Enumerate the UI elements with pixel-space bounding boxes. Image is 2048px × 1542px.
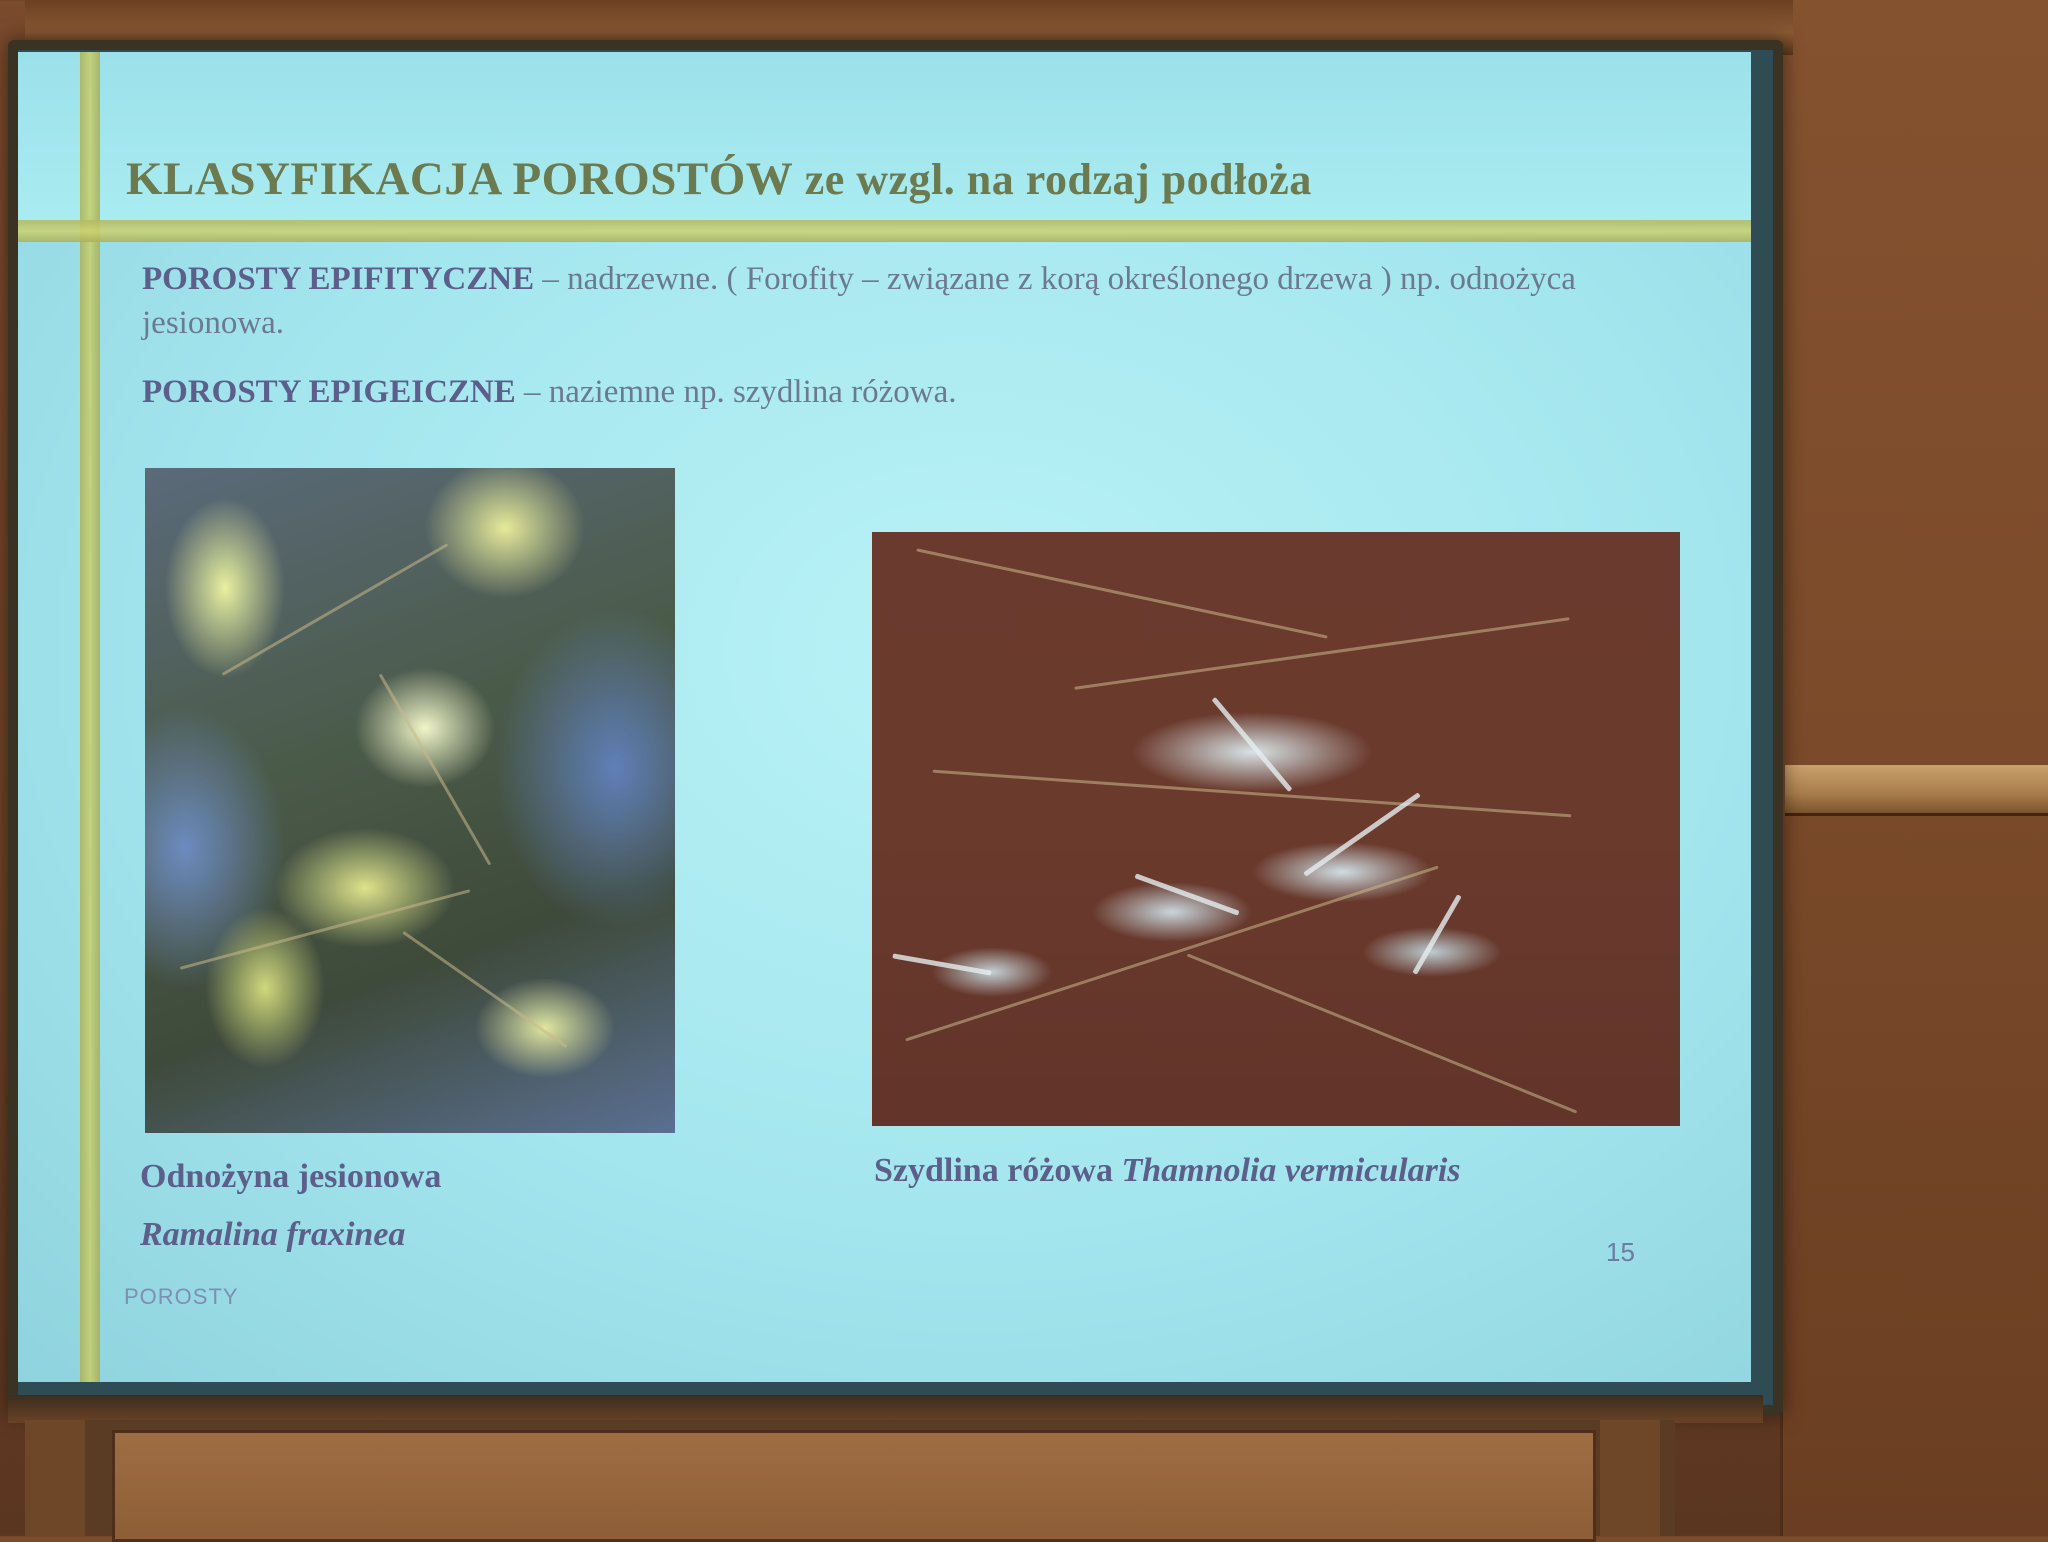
paragraph-epiphytic-text: – nadrzewne. ( Forofity – związane z kor… (142, 261, 1576, 341)
slide-title: KLASYFIKACJA POROSTÓW ze wzgl. na rodzaj… (126, 152, 1726, 206)
caption-right: Szydlina różowa Thamnolia vermicularis (874, 1152, 1461, 1190)
cabinet-post-right (1600, 1420, 1660, 1536)
photo-ramalina-fraxinea (145, 468, 675, 1133)
slide-title-main: KLASYFIKACJA POROSTÓW (126, 153, 793, 205)
slide-vertical-accent-line (80, 52, 100, 1382)
cabinet-post-left (25, 1420, 85, 1536)
slide-title-rest: ze wzgl. na rodzaj podłoża (804, 155, 1312, 204)
paragraph-epiphytic-term: POROSTY EPIFITYCZNE (142, 261, 535, 297)
wall-shelf (1785, 765, 2048, 816)
caption-left-common-name: Odnożyna jesionowa (140, 1158, 442, 1195)
caption-right-latin-name: Thamnolia vermicularis (1121, 1152, 1461, 1189)
photo-thamnolia-vermicularis (872, 532, 1680, 1126)
slide-title-band (18, 52, 1751, 222)
paragraph-epigeic-term: POROSTY EPIGEICZNE (142, 374, 516, 410)
paragraph-epigeic: POROSTY EPIGEICZNE – naziemne np. szydli… (142, 370, 1662, 414)
paragraph-epigeic-text: – naziemne np. szydlina różowa. (524, 374, 957, 410)
slide-number: 15 (1606, 1237, 1635, 1267)
slide-horizontal-accent-line (18, 220, 1751, 242)
caption-left-latin-name: Ramalina fraxinea (140, 1216, 406, 1253)
paragraph-epiphytic: POROSTY EPIFITYCZNE – nadrzewne. ( Forof… (142, 257, 1662, 345)
projector-screen-bottom-bar (8, 1395, 1763, 1423)
cabinet-door (112, 1430, 1596, 1542)
presentation-slide: KLASYFIKACJA POROSTÓW ze wzgl. na rodzaj… (18, 52, 1751, 1382)
caption-right-common-name: Szydlina różowa (874, 1152, 1113, 1189)
slide-footer-label: POROSTY (124, 1284, 239, 1309)
